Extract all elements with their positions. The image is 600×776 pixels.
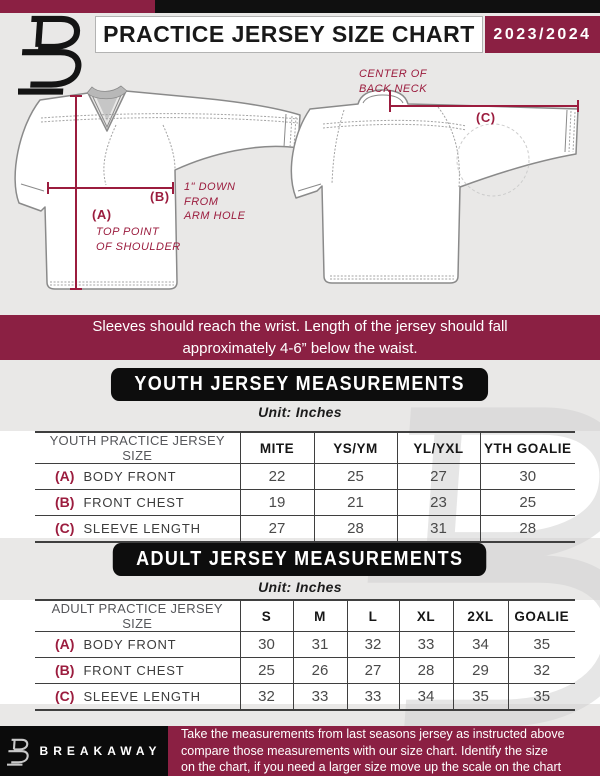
cell-value: 31	[292, 631, 347, 658]
cell-value: 26	[292, 657, 347, 684]
row-text: SLEEVE LENGTH	[83, 688, 201, 704]
cell-value: 33	[398, 631, 453, 658]
footer-brand-block: BREAKAWAY	[0, 726, 168, 776]
adult-col-s: S	[239, 600, 293, 632]
cell-value: 28	[398, 657, 453, 684]
row-text: BODY FRONT	[83, 636, 177, 652]
youth-table-header-row: YOUTH PRACTICE JERSEY SIZE MITE YS/YM YL…	[35, 432, 575, 464]
page-title: PRACTICE JERSEY SIZE CHART	[95, 16, 483, 53]
row-key: (C)	[55, 687, 75, 704]
row-text: FRONT CHEST	[83, 494, 185, 510]
cell-value: 27	[239, 515, 314, 542]
cell-value: 30	[479, 463, 575, 490]
cell-value: 33	[346, 683, 399, 710]
row-key: (A)	[55, 635, 75, 652]
cell-value: 35	[452, 683, 508, 710]
row-text: SLEEVE LENGTH	[83, 520, 201, 536]
adult-col-m: M	[292, 600, 347, 632]
row-label-sleeve-length: (C) SLEEVE LENGTH	[35, 683, 240, 710]
cell-value: 28	[313, 515, 397, 542]
measurement-note-a: TOP POINT OF SHOULDER	[96, 226, 181, 253]
cell-value: 27	[346, 657, 399, 684]
row-key: (A)	[55, 467, 75, 484]
table-row: (A) BODY FRONT 22 25 27 30	[35, 463, 575, 490]
cell-value: 30	[239, 631, 293, 658]
cell-value: 28	[479, 515, 575, 542]
measurement-line-c	[389, 90, 579, 112]
top-accent-strip-maroon	[0, 0, 155, 13]
measurement-lines-a-b	[47, 95, 174, 290]
top-accent-strip	[0, 0, 600, 13]
measurement-label-b: (B)	[150, 189, 170, 204]
cell-value: 32	[239, 683, 293, 710]
row-text: BODY FRONT	[83, 468, 177, 484]
cell-value: 25	[313, 463, 397, 490]
adult-section-heading: ADULT JERSEY MEASUREMENTS	[113, 543, 487, 576]
row-text: FRONT CHEST	[83, 662, 185, 678]
adult-size-row-header: ADULT PRACTICE JERSEY SIZE	[51, 601, 223, 631]
cell-value: 21	[313, 489, 397, 516]
cell-value: 27	[396, 463, 480, 490]
cell-value: 34	[398, 683, 453, 710]
footer-instructions: Take the measurements from last seasons …	[168, 726, 600, 776]
table-row: (B) FRONT CHEST 25 26 27 28 29 32	[35, 657, 575, 684]
row-key: (B)	[55, 661, 75, 678]
youth-size-table: YOUTH PRACTICE JERSEY SIZE MITE YS/YM YL…	[35, 431, 575, 543]
adult-table-header-row: ADULT PRACTICE JERSEY SIZE S M L XL 2XL …	[35, 600, 575, 632]
cell-value: 25	[479, 489, 575, 516]
breakaway-logo-icon-small	[7, 737, 31, 766]
adult-size-table: ADULT PRACTICE JERSEY SIZE S M L XL 2XL …	[35, 599, 575, 711]
cell-value: 19	[239, 489, 314, 516]
cell-value: 22	[239, 463, 314, 490]
row-label-body-front: (A) BODY FRONT	[35, 463, 240, 490]
measurement-label-a: (A)	[92, 207, 112, 222]
table-row: (C) SLEEVE LENGTH 27 28 31 28	[35, 515, 575, 542]
cell-value: 23	[396, 489, 480, 516]
youth-col-mite: MITE	[239, 432, 314, 464]
cell-value: 35	[507, 683, 575, 710]
fit-notice-banner: Sleeves should reach the wrist. Length o…	[0, 315, 600, 360]
adult-col-goalie: GOALIE	[507, 600, 575, 632]
cell-value: 25	[239, 657, 293, 684]
cell-value: 35	[507, 631, 575, 658]
row-key: (C)	[55, 519, 75, 536]
measurement-note-b: 1" DOWN FROM ARM HOLE	[184, 181, 246, 223]
table-row: (C) SLEEVE LENGTH 32 33 33 34 35 35	[35, 683, 575, 710]
adult-unit-label: Unit: Inches	[258, 579, 342, 595]
measurement-label-c: (C)	[476, 110, 496, 125]
youth-col-goalie: YTH GOALIE	[479, 432, 575, 464]
back-jersey-diagram	[290, 89, 579, 284]
brand-name: BREAKAWAY	[39, 744, 162, 758]
adult-col-xl: XL	[398, 600, 453, 632]
row-label-front-chest: (B) FRONT CHEST	[35, 657, 240, 684]
row-label-sleeve-length: (C) SLEEVE LENGTH	[35, 515, 240, 542]
youth-col-ysym: YS/YM	[313, 432, 397, 464]
table-row: (B) FRONT CHEST 19 21 23 25	[35, 489, 575, 516]
row-key: (B)	[55, 493, 75, 510]
cell-value: 33	[292, 683, 347, 710]
youth-section-heading: YOUTH JERSEY MEASUREMENTS	[111, 368, 489, 401]
row-label-front-chest: (B) FRONT CHEST	[35, 489, 240, 516]
youth-size-row-header: YOUTH PRACTICE JERSEY SIZE	[49, 433, 225, 463]
youth-unit-label: Unit: Inches	[258, 404, 342, 420]
cell-value: 31	[396, 515, 480, 542]
season-badge: 2023/2024	[485, 16, 600, 53]
breakaway-logo-icon	[14, 11, 92, 95]
cell-value: 32	[346, 631, 399, 658]
cell-value: 32	[507, 657, 575, 684]
cell-value: 29	[452, 657, 508, 684]
youth-col-ylyxl: YL/YXL	[396, 432, 480, 464]
measurement-note-c: CENTER OF BACK NECK	[358, 68, 428, 95]
front-jersey-diagram	[14, 85, 301, 290]
table-row: (A) BODY FRONT 30 31 32 33 34 35	[35, 631, 575, 658]
row-label-body-front: (A) BODY FRONT	[35, 631, 240, 658]
adult-col-2xl: 2XL	[452, 600, 508, 632]
adult-col-l: L	[346, 600, 399, 632]
cell-value: 34	[452, 631, 508, 658]
